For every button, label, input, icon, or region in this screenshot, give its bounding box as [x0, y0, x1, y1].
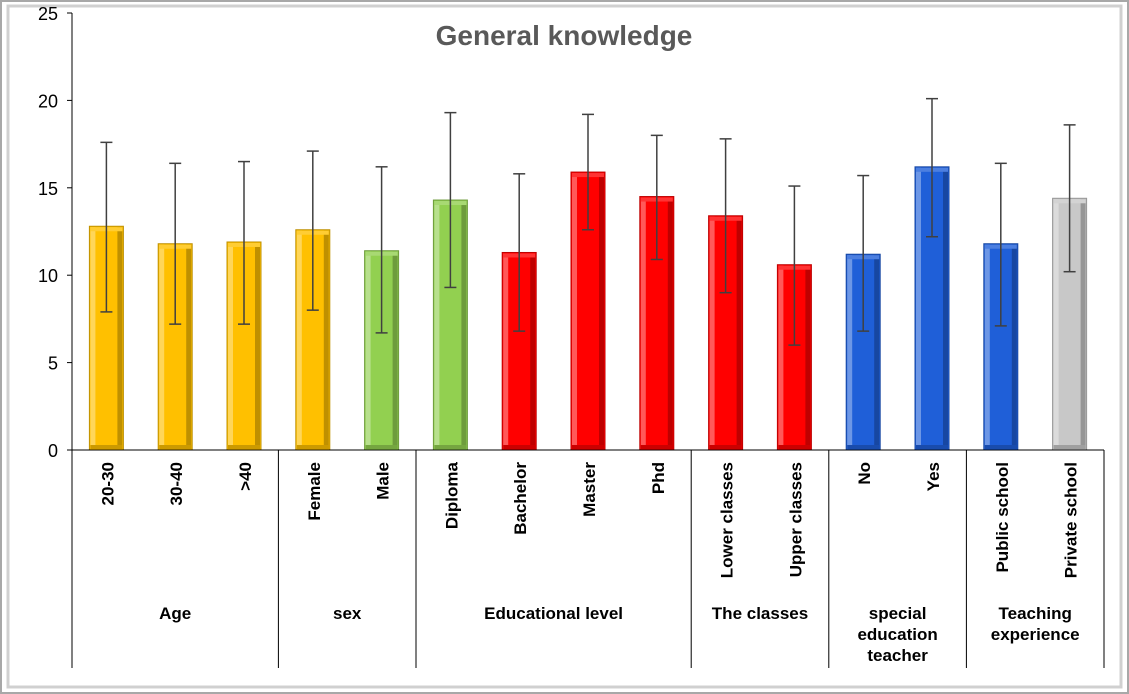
x-tick-label: Phd	[649, 462, 668, 494]
bar	[501, 251, 537, 451]
chart-border-inner	[6, 4, 1123, 689]
bar-shadow	[599, 173, 604, 449]
error-bar	[100, 141, 113, 313]
bar-shadow	[186, 244, 192, 449]
bar-highlight	[434, 201, 440, 449]
bar-highlight	[916, 167, 921, 449]
bar-highlight	[847, 255, 853, 449]
chart-title: General knowledge	[436, 20, 693, 51]
y-tick-label: 15	[38, 179, 58, 199]
error-bar	[857, 174, 870, 332]
bar-bevel-bottom	[709, 445, 742, 449]
x-axis: 20-30 30-40 >40 Female Male Diploma Bachelor Ma…	[72, 449, 1105, 668]
x-tick-label: Upper classes	[786, 462, 805, 577]
bar-bevel-bottom	[365, 445, 398, 449]
bar-shadow	[736, 216, 742, 449]
group-label: sex	[333, 604, 362, 623]
bar-bevel-bottom	[90, 445, 123, 449]
y-tick-label: 5	[48, 354, 58, 374]
x-tick-label: Female	[305, 462, 324, 521]
error-bar	[169, 162, 182, 325]
x-tick-label: No	[855, 462, 874, 485]
bar-bevel-bottom	[572, 445, 604, 449]
bar-shadow	[392, 251, 398, 449]
error-bar	[719, 138, 732, 294]
bar-bevel-bottom	[503, 445, 536, 449]
bar-highlight	[984, 244, 990, 449]
group-label: The classes	[712, 604, 808, 623]
bar-highlight	[296, 230, 302, 449]
x-tick-label: Lower classes	[718, 462, 737, 578]
bar-bevel-bottom	[1053, 445, 1086, 449]
x-tick-label: Yes	[924, 462, 943, 491]
bar-bevel-bottom	[228, 445, 260, 449]
bar-highlight	[640, 197, 646, 449]
x-tick-label: >40	[236, 462, 255, 491]
bar-bevel-bottom	[296, 445, 329, 449]
bar-highlight	[1053, 199, 1059, 449]
bar-bevel-bottom	[640, 445, 673, 449]
error-bar	[238, 160, 250, 325]
bar-bevel-bottom	[916, 445, 948, 449]
x-tick-label: Male	[374, 462, 393, 500]
bar-highlight	[572, 173, 577, 449]
bar-bevel-bottom	[159, 445, 192, 449]
bar-highlight	[503, 253, 509, 449]
bar-shadow	[805, 265, 811, 449]
x-tick-label: Public school	[993, 462, 1012, 573]
bar-shadow	[874, 255, 880, 449]
bar-shadow	[943, 167, 948, 449]
bar-shadow	[323, 230, 329, 449]
bar-highlight	[778, 265, 784, 449]
bar-shadow	[461, 201, 467, 449]
bar-shadow	[255, 242, 260, 449]
bar-shadow	[667, 197, 673, 449]
y-axis: 0 5 10 15 20 25	[38, 4, 73, 668]
bar-highlight	[365, 251, 371, 449]
x-tick-label: Diploma	[442, 461, 461, 529]
error-bar	[1063, 124, 1076, 273]
group-label: Teaching experience	[991, 604, 1080, 644]
error-bar	[994, 162, 1007, 327]
x-tick-label: Private school	[1062, 462, 1081, 578]
bar-bevel-bottom	[984, 445, 1017, 449]
y-tick-label: 20	[38, 91, 58, 111]
bar-bevel-bottom	[778, 445, 811, 449]
bar-highlight	[228, 242, 233, 449]
bar-highlight	[159, 244, 165, 449]
error-bars	[100, 97, 1076, 346]
bar-shadow	[1011, 244, 1017, 449]
error-bar	[513, 173, 526, 332]
group-label: Educational level	[484, 604, 623, 623]
error-bar	[444, 111, 457, 289]
y-tick-label: 10	[38, 266, 58, 286]
x-tick-label: 20-30	[98, 462, 117, 505]
x-tick-label: Bachelor	[511, 462, 530, 535]
bar-highlight	[709, 216, 715, 449]
error-bar	[306, 150, 319, 311]
y-tick-label: 25	[38, 4, 58, 24]
error-bar	[582, 113, 594, 231]
y-tick-label: 0	[48, 441, 58, 461]
bar-shadow	[117, 227, 123, 449]
error-bar	[375, 166, 388, 334]
bar-shadow	[530, 253, 536, 449]
bar-highlight	[90, 227, 96, 449]
x-tick-label: Master	[580, 462, 599, 517]
error-bar	[650, 134, 663, 261]
group-label: Age	[159, 604, 191, 623]
error-bar	[926, 97, 938, 238]
bar-bevel-bottom	[847, 445, 880, 449]
group-label: special education teacher	[857, 604, 937, 665]
bar-shadow	[1080, 199, 1086, 449]
bar-bevel-bottom	[434, 445, 467, 449]
error-bar	[788, 185, 801, 346]
x-tick-label: 30-40	[167, 462, 186, 505]
